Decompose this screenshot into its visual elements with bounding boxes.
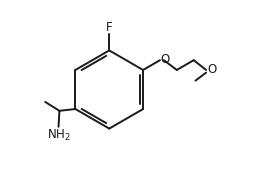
- Text: F: F: [106, 21, 113, 33]
- Text: O: O: [207, 64, 216, 76]
- Text: NH$_2$: NH$_2$: [47, 128, 70, 143]
- Text: O: O: [161, 53, 170, 66]
